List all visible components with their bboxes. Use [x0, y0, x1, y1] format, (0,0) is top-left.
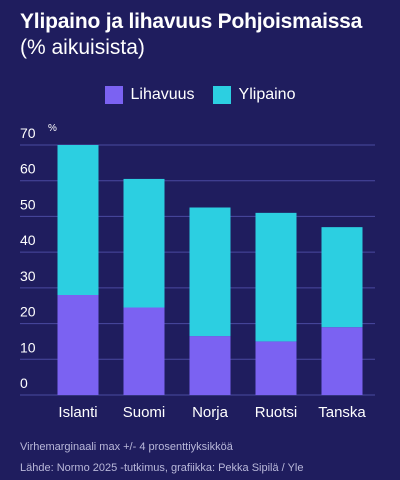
x-tick-label-ruotsi: Ruotsi	[255, 404, 298, 421]
x-tick-label-norja: Norja	[192, 404, 229, 421]
legend-swatch-ylipaino	[212, 86, 231, 104]
y-tick-label-40: 40	[20, 232, 36, 248]
chart-subtitle: (% aikuisista)	[20, 36, 145, 59]
bar-norja-ylipaino	[189, 207, 231, 337]
bar-islanti-lihavuus	[57, 295, 99, 395]
legend-label-ylipaino: Ylipaino	[238, 86, 296, 103]
y-tick-label-30: 30	[20, 268, 36, 284]
y-tick-label-0: 0	[20, 375, 28, 391]
y-tick-label-60: 60	[20, 161, 36, 177]
bar-tanska-ylipaino	[321, 227, 363, 328]
bar-suomi-ylipaino	[123, 178, 165, 308]
bar-islanti-ylipaino	[57, 145, 99, 295]
legend-item-lihavuus: Lihavuus	[104, 86, 195, 104]
bar-suomi-lihavuus	[123, 307, 165, 395]
legend-swatch-lihavuus	[104, 86, 123, 104]
y-tick-label-10: 10	[20, 339, 36, 355]
y-tick-label-50: 50	[20, 196, 36, 212]
bar-norja-lihavuus	[189, 336, 231, 395]
bar-ruotsi-ylipaino	[255, 212, 297, 342]
legend-label-lihavuus: Lihavuus	[130, 86, 195, 103]
bar-ruotsi-lihavuus	[255, 341, 297, 395]
footnote-source: Lähde: Normo 2025 -tutkimus, grafiikka: …	[20, 462, 304, 474]
y-unit-label: %	[48, 123, 57, 134]
bar-tanska-lihavuus	[321, 327, 363, 395]
y-tick-label-70: 70	[20, 125, 36, 141]
y-tick-label-20: 20	[20, 304, 36, 320]
x-tick-label-islanti: Islanti	[58, 404, 97, 421]
chart-title: Ylipaino ja lihavuus Pohjoismaissa	[20, 10, 363, 33]
footnote-margin: Virhemarginaali max +/- 4 prosenttiyksik…	[20, 441, 233, 453]
x-tick-label-tanska: Tanska	[318, 404, 366, 421]
x-tick-label-suomi: Suomi	[123, 404, 166, 421]
legend: Lihavuus Ylipaino	[0, 86, 400, 104]
legend-item-ylipaino: Ylipaino	[212, 86, 296, 104]
